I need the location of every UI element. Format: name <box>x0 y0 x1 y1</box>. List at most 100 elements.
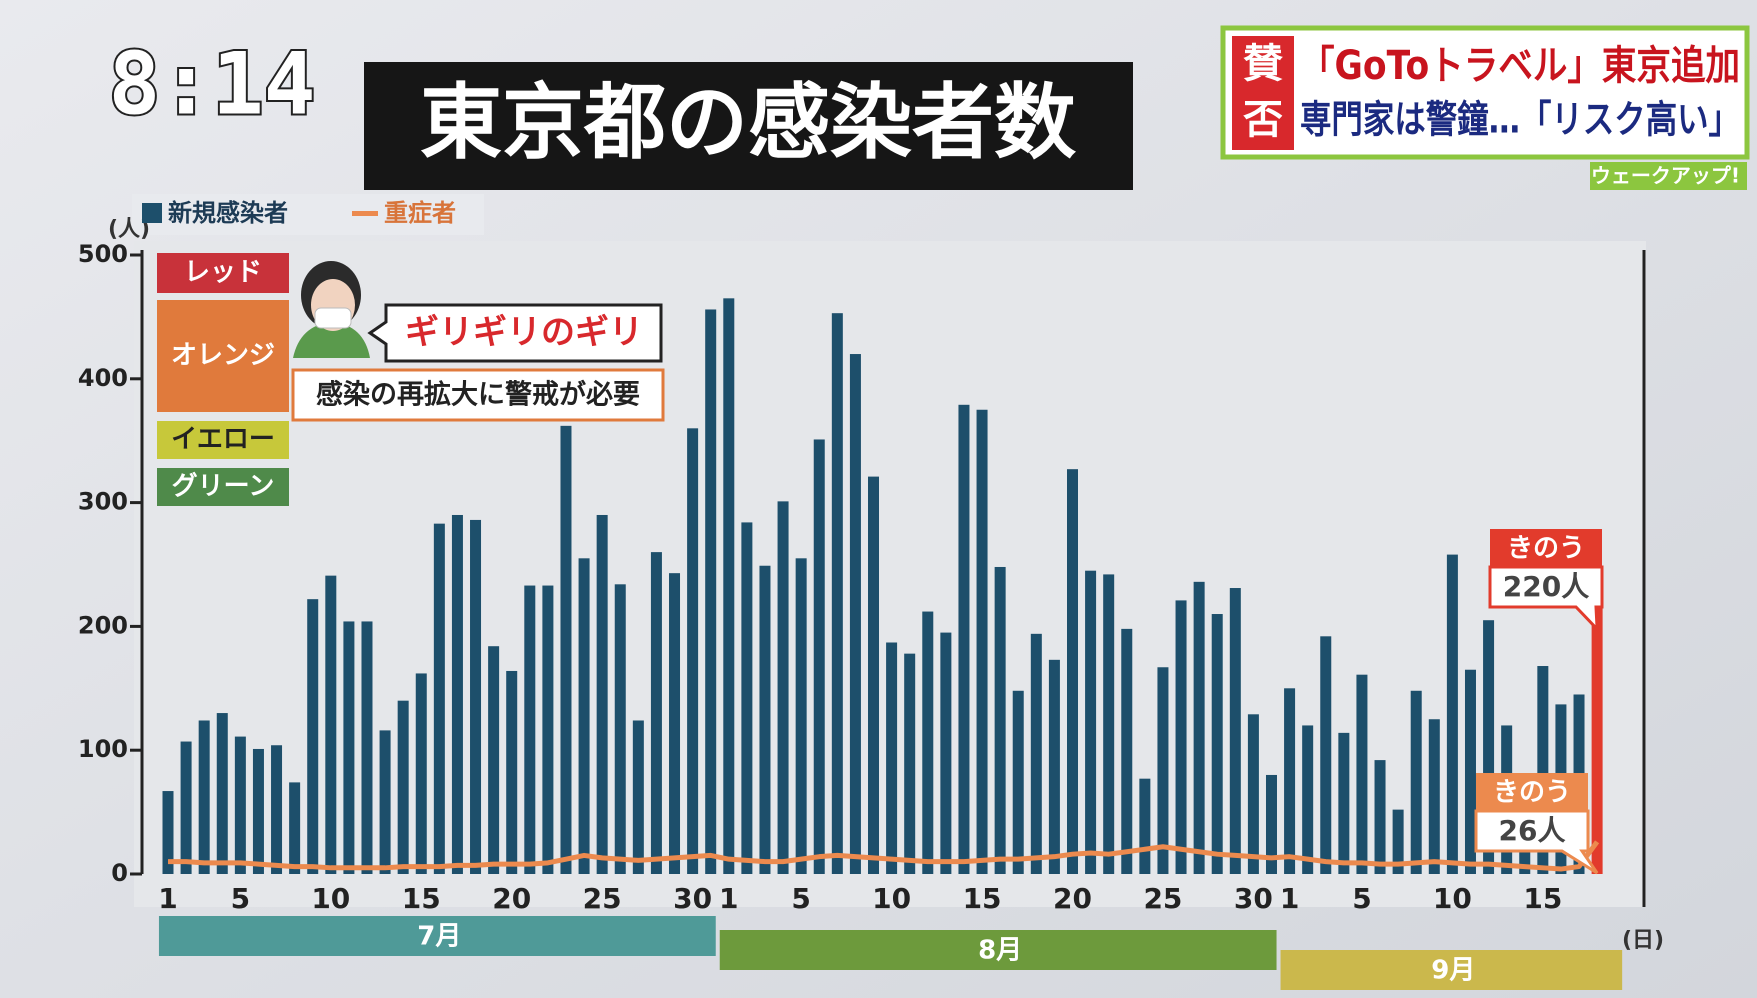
bar <box>307 599 319 874</box>
callout-head <box>1476 773 1588 811</box>
ticker-box <box>1220 25 1750 160</box>
bar <box>488 646 500 874</box>
bar <box>922 611 934 874</box>
bar <box>1392 809 1404 874</box>
bar <box>1229 588 1241 874</box>
bar <box>976 409 988 874</box>
x-tick-label: 30 <box>1234 882 1273 915</box>
x-tick-label: 15 <box>1523 882 1562 915</box>
bar <box>234 736 246 874</box>
bar <box>831 313 843 874</box>
x-tick-label: 5 <box>231 882 250 915</box>
x-tick-label: 25 <box>583 882 622 915</box>
bar <box>904 653 916 874</box>
callout-title: きのう <box>1507 534 1585 564</box>
note: 感染の再拡大に警戒が必要 <box>316 379 640 411</box>
level-label: グリーン <box>172 472 275 502</box>
bar <box>1211 614 1223 874</box>
bar <box>1320 636 1332 874</box>
bar <box>271 745 283 874</box>
legend-swatch <box>142 203 162 223</box>
month-band <box>1280 950 1623 990</box>
bar <box>379 730 391 874</box>
bar <box>415 673 427 874</box>
bar <box>1356 674 1368 874</box>
x-tick-label: 30 <box>673 882 712 915</box>
bar <box>542 585 554 874</box>
bar <box>1048 659 1060 874</box>
ticker-line: 「GoToトラベル」東京追加 <box>1300 43 1740 89</box>
bar <box>343 621 355 874</box>
legend-label: 新規感染者 <box>168 199 288 227</box>
bar <box>397 700 409 874</box>
callout-head <box>1490 529 1602 567</box>
legend-label: 重症者 <box>384 199 456 227</box>
bar <box>524 585 536 874</box>
bar <box>325 575 337 874</box>
bar <box>886 642 898 874</box>
level-label: オレンジ <box>171 341 275 371</box>
value-label: 26人 <box>1499 814 1566 847</box>
x-tick-label: 10 <box>872 882 911 915</box>
bar <box>813 439 825 874</box>
bar <box>1103 574 1115 874</box>
bar <box>216 713 228 874</box>
x-tick-label: 1 <box>719 882 738 915</box>
badge-text: 否 <box>1243 97 1283 143</box>
bar <box>578 558 590 874</box>
bar <box>650 552 662 874</box>
speech-bubble <box>367 303 663 363</box>
bar <box>289 782 301 874</box>
bar <box>198 720 210 874</box>
x-tick-label: 20 <box>1053 882 1092 915</box>
bar <box>1374 760 1386 874</box>
bar <box>1175 600 1187 874</box>
bar <box>1483 620 1495 874</box>
program-strip <box>1590 162 1747 190</box>
month-band <box>158 916 716 956</box>
bar <box>451 514 463 874</box>
bar <box>1030 633 1042 874</box>
bar <box>1302 725 1314 874</box>
callout-body <box>1474 809 1599 875</box>
title-box <box>364 62 1133 190</box>
note-box <box>291 368 665 422</box>
bar <box>1591 601 1603 874</box>
bar <box>1265 774 1277 874</box>
bar <box>1067 469 1078 874</box>
x-unit: (日) <box>1622 928 1664 953</box>
month-label: 8月 <box>978 936 1022 966</box>
y-tick-label: 100 <box>78 735 128 763</box>
ticker-badge <box>1232 36 1294 150</box>
bar <box>687 428 699 874</box>
x-tick-label: 15 <box>963 882 1002 915</box>
clock: 8:14 <box>108 34 315 134</box>
callout-title: きのう <box>1493 778 1571 808</box>
severe-line <box>168 840 1600 872</box>
bar <box>868 476 880 874</box>
month-label: 7月 <box>417 922 461 952</box>
y-tick-label: 0 <box>111 859 128 887</box>
x-tick-label: 1 <box>1280 882 1299 915</box>
month-label: 9月 <box>1431 956 1475 986</box>
y-tick-label: 400 <box>78 364 128 392</box>
x-tick-label: 20 <box>492 882 531 915</box>
level-box <box>157 300 289 412</box>
bar <box>1085 570 1097 874</box>
bar <box>940 632 952 874</box>
bar <box>1428 719 1440 874</box>
bar <box>560 425 572 874</box>
bar <box>741 522 753 874</box>
program-name: ウェークアップ! <box>1591 164 1740 188</box>
quote: ギリギリのギリ <box>405 313 643 353</box>
bar <box>958 404 970 874</box>
x-tick-label: 5 <box>791 882 810 915</box>
bar <box>1193 581 1205 874</box>
x-tick-label: 10 <box>1433 882 1472 915</box>
legend-swatch <box>352 211 378 216</box>
x-tick-label: 15 <box>402 882 441 915</box>
level-label: イエロー <box>171 425 275 455</box>
x-tick-label: 10 <box>311 882 350 915</box>
bar <box>1464 669 1476 874</box>
